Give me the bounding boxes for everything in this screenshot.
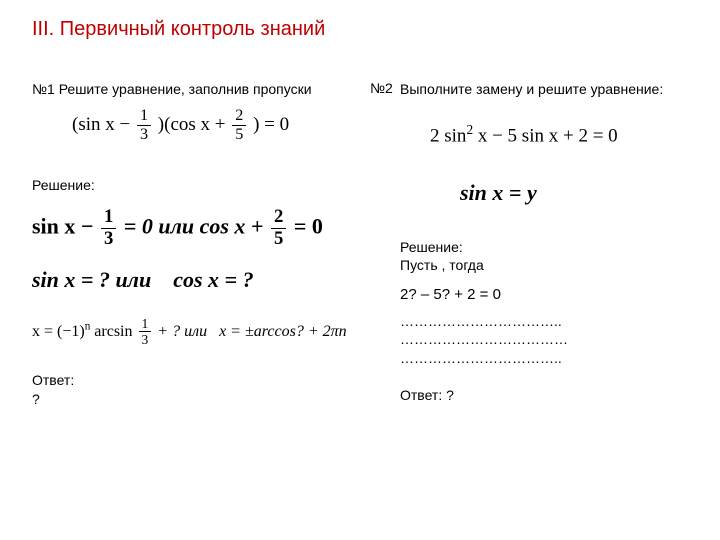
solution-line-3: x = (−1)n arcsin 1 3 + ? или x = ±arccos… (32, 317, 372, 347)
substitution: sin x = y (400, 180, 710, 206)
l1-frac-1-num: 1 (101, 208, 116, 229)
eq1-part-a: (sin x − (72, 114, 130, 135)
eq1-frac-2: 2 5 (232, 108, 246, 143)
l1-a: sin x − (32, 214, 93, 239)
eq1-part-c: ) = 0 (253, 114, 289, 135)
problem-1: №1 Решите уравнение, заполнив пропуски (… (32, 80, 372, 409)
problem-2: №2 Выполните замену и решите уравнение: … (400, 80, 710, 405)
solution-label-1: Решение: (32, 176, 372, 195)
dots-3: …………………………….. (400, 349, 710, 368)
l1-b: = 0 или cos x + (124, 214, 264, 239)
l1-frac-1: 1 3 (101, 208, 116, 248)
l3-frac: 1 3 (139, 317, 152, 347)
eq2-a: 2 sin (430, 126, 466, 147)
problem-2-prompt: Выполните замену и решите уравнение: (400, 80, 710, 98)
l3-a: x = (−1) (32, 323, 85, 340)
page-title: III. Первичный контроль знаний (32, 18, 325, 41)
eq1-frac-1-num: 1 (137, 108, 151, 126)
l1-frac-1-den: 3 (101, 229, 116, 249)
eq1-frac-1-den: 3 (137, 126, 151, 143)
l3-frac-den: 3 (139, 332, 152, 347)
l1-frac-2-den: 5 (271, 229, 286, 249)
let-line: Пусть , тогда (400, 256, 710, 275)
solution-line-2: sin x = ? или cos x = ? (32, 267, 372, 293)
answer-value-1: ? (32, 390, 372, 409)
eq1-frac-2-num: 2 (232, 108, 246, 126)
dots-2: ……………………………… (400, 330, 710, 349)
eq2-b: x − 5 sin x + 2 = 0 (473, 126, 618, 147)
answer-2: Ответ: ? (400, 386, 710, 405)
l1-c: = 0 (294, 214, 323, 239)
eq1-frac-1: 1 3 (137, 108, 151, 143)
dots-1: …………………………….. (400, 312, 710, 331)
problem-2-equation: 2 sin2 x − 5 sin x + 2 = 0 (400, 122, 710, 147)
problem-1-prompt: №1 Решите уравнение, заполнив пропуски (32, 80, 372, 98)
answer-label-1: Ответ: (32, 371, 372, 390)
l3-c: + ? или x = ±arccos? + 2πn (157, 323, 346, 340)
l3-frac-num: 1 (139, 317, 152, 333)
problem-2-number: №2 (370, 80, 393, 96)
l3-b: arcsin (90, 323, 132, 340)
solution-line-1: sin x − 1 3 = 0 или cos x + 2 5 = 0 (32, 208, 372, 248)
poly-line: 2? – 5? + 2 = 0 (400, 285, 710, 305)
eq1-part-b: )(cos x + (158, 114, 226, 135)
l1-frac-2-num: 2 (271, 208, 286, 229)
eq1-frac-2-den: 5 (232, 126, 246, 143)
solution-label-2: Решение: (400, 238, 710, 257)
problem-1-equation: (sin x − 1 3 )(cos x + 2 5 ) = 0 (32, 108, 372, 143)
l1-frac-2: 2 5 (271, 208, 286, 248)
